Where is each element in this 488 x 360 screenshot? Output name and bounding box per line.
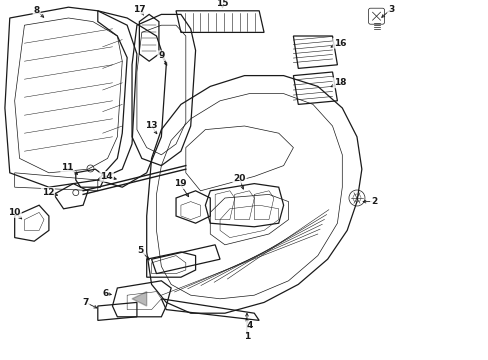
Polygon shape xyxy=(132,292,146,306)
Text: 14: 14 xyxy=(100,172,113,181)
Text: 13: 13 xyxy=(145,122,158,130)
Text: 8: 8 xyxy=(34,6,40,15)
Text: 7: 7 xyxy=(82,298,89,307)
Text: 20: 20 xyxy=(233,174,245,183)
Text: 1: 1 xyxy=(244,332,249,341)
Text: 17: 17 xyxy=(133,4,145,13)
Text: 6: 6 xyxy=(102,289,108,298)
Text: 19: 19 xyxy=(173,179,186,188)
Text: 12: 12 xyxy=(41,188,54,197)
Text: 18: 18 xyxy=(333,78,346,87)
Text: 15: 15 xyxy=(216,0,228,8)
Text: 10: 10 xyxy=(8,208,21,217)
Text: 9: 9 xyxy=(158,51,164,60)
Text: 5: 5 xyxy=(138,246,143,255)
Text: 4: 4 xyxy=(245,321,252,330)
Text: 11: 11 xyxy=(61,163,74,172)
Text: 16: 16 xyxy=(333,39,346,48)
Text: 3: 3 xyxy=(387,4,393,13)
Text: 2: 2 xyxy=(370,197,376,206)
